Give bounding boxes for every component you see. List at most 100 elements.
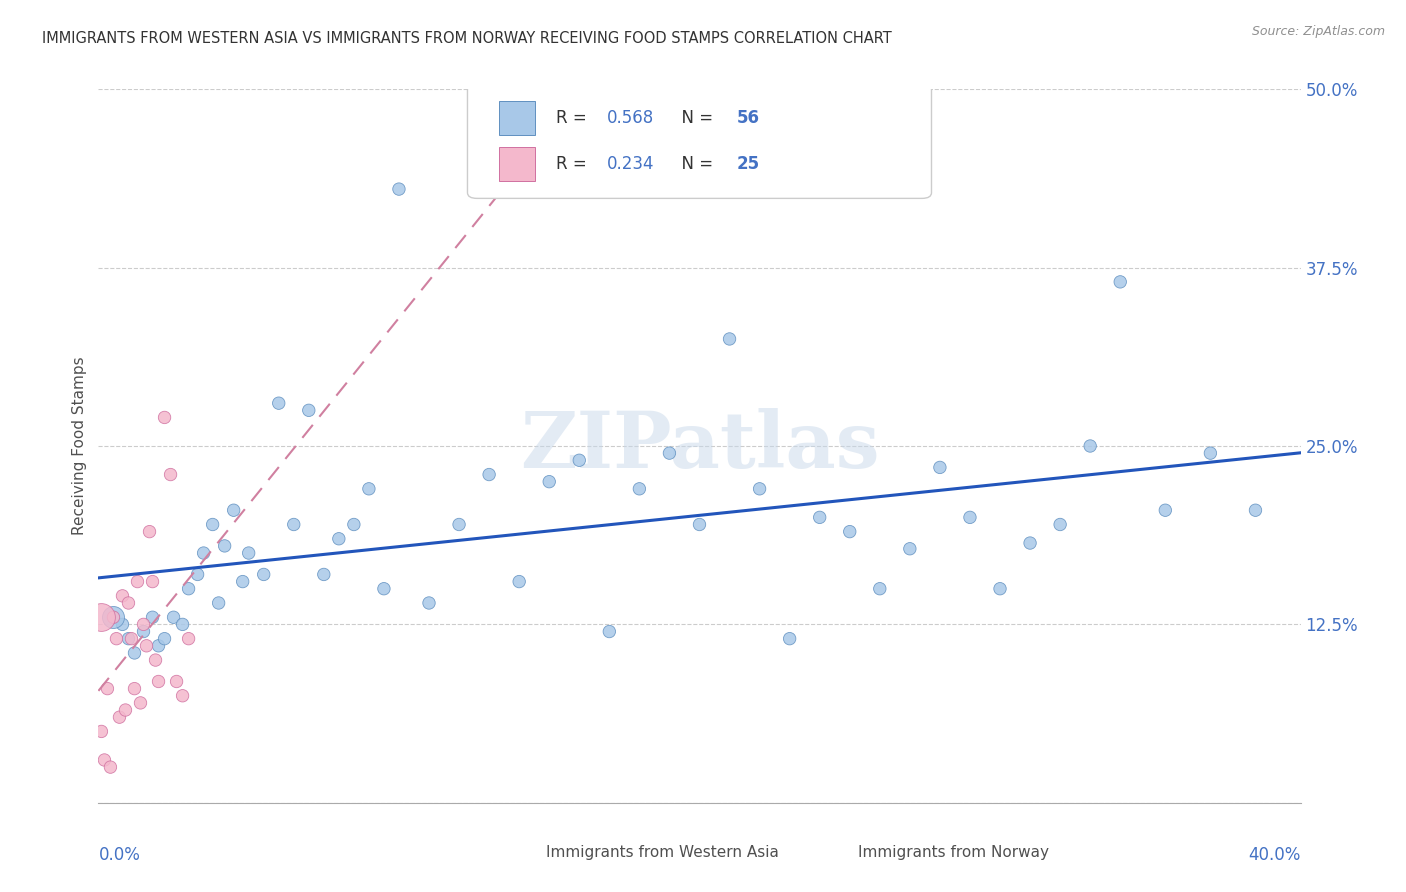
Point xyxy=(478,467,501,482)
Point xyxy=(1199,446,1222,460)
Point xyxy=(117,632,139,646)
Point xyxy=(208,596,231,610)
Point xyxy=(929,460,952,475)
Text: 56: 56 xyxy=(737,109,759,128)
Point xyxy=(1019,536,1042,550)
Text: 25: 25 xyxy=(737,154,759,173)
Point xyxy=(172,689,194,703)
Text: 0.0%: 0.0% xyxy=(98,846,141,863)
Point xyxy=(328,532,350,546)
Point xyxy=(598,624,620,639)
Point xyxy=(508,574,530,589)
Point xyxy=(343,517,366,532)
Text: ZIPatlas: ZIPatlas xyxy=(520,408,879,484)
Point xyxy=(718,332,741,346)
Point xyxy=(105,632,128,646)
Point xyxy=(373,582,395,596)
Point xyxy=(124,681,146,696)
Point xyxy=(111,589,134,603)
Point xyxy=(238,546,260,560)
Point xyxy=(898,541,921,556)
Y-axis label: Receiving Food Stamps: Receiving Food Stamps xyxy=(72,357,87,535)
Point xyxy=(153,632,176,646)
Text: Source: ZipAtlas.com: Source: ZipAtlas.com xyxy=(1251,25,1385,38)
Point xyxy=(388,182,411,196)
Point xyxy=(253,567,276,582)
Point xyxy=(159,467,181,482)
Point xyxy=(201,517,224,532)
Point xyxy=(214,539,236,553)
Point xyxy=(108,710,131,724)
Point xyxy=(166,674,188,689)
Point xyxy=(100,760,122,774)
Point xyxy=(153,410,176,425)
Text: IMMIGRANTS FROM WESTERN ASIA VS IMMIGRANTS FROM NORWAY RECEIVING FOOD STAMPS COR: IMMIGRANTS FROM WESTERN ASIA VS IMMIGRAN… xyxy=(42,31,891,46)
Point xyxy=(568,453,591,467)
Point xyxy=(312,567,335,582)
Bar xyxy=(495,838,531,867)
Point xyxy=(117,596,139,610)
Point xyxy=(103,610,125,624)
Point xyxy=(1109,275,1132,289)
Point xyxy=(93,753,115,767)
Bar xyxy=(499,101,534,136)
Point xyxy=(1078,439,1101,453)
Point xyxy=(298,403,321,417)
Point xyxy=(222,503,245,517)
Point xyxy=(357,482,380,496)
Point xyxy=(148,639,170,653)
Point xyxy=(132,617,155,632)
Point xyxy=(96,681,118,696)
Text: R =: R = xyxy=(557,154,592,173)
Bar xyxy=(499,146,534,181)
Point xyxy=(628,482,651,496)
Point xyxy=(1244,503,1267,517)
Point xyxy=(748,482,770,496)
Point xyxy=(869,582,891,596)
Point xyxy=(90,610,112,624)
Text: N =: N = xyxy=(671,109,718,128)
Point xyxy=(418,596,440,610)
Point xyxy=(447,517,470,532)
Point xyxy=(141,610,163,624)
Point xyxy=(1154,503,1177,517)
Point xyxy=(162,610,184,624)
Point xyxy=(124,646,146,660)
Text: 0.234: 0.234 xyxy=(607,154,654,173)
Text: Immigrants from Western Asia: Immigrants from Western Asia xyxy=(546,846,779,860)
Point xyxy=(121,632,143,646)
Point xyxy=(111,617,134,632)
Point xyxy=(232,574,254,589)
Point xyxy=(103,610,125,624)
Point xyxy=(688,517,710,532)
Point xyxy=(1049,517,1071,532)
Point xyxy=(838,524,860,539)
Point xyxy=(658,446,681,460)
Point xyxy=(145,653,167,667)
Point xyxy=(135,639,157,653)
Point xyxy=(808,510,831,524)
Point xyxy=(779,632,801,646)
Text: R =: R = xyxy=(557,109,592,128)
Point xyxy=(193,546,215,560)
Point xyxy=(187,567,209,582)
Point xyxy=(138,524,160,539)
Point xyxy=(267,396,290,410)
FancyBboxPatch shape xyxy=(467,84,932,198)
Point xyxy=(127,574,149,589)
Point xyxy=(177,582,200,596)
Point xyxy=(988,582,1011,596)
Point xyxy=(129,696,152,710)
Point xyxy=(148,674,170,689)
Point xyxy=(132,624,155,639)
Point xyxy=(141,574,163,589)
Text: 40.0%: 40.0% xyxy=(1249,846,1301,863)
Point xyxy=(177,632,200,646)
Bar xyxy=(807,838,844,867)
Point xyxy=(103,610,125,624)
Point xyxy=(172,617,194,632)
Point xyxy=(114,703,136,717)
Text: 0.568: 0.568 xyxy=(607,109,654,128)
Text: Immigrants from Norway: Immigrants from Norway xyxy=(858,846,1049,860)
Text: N =: N = xyxy=(671,154,718,173)
